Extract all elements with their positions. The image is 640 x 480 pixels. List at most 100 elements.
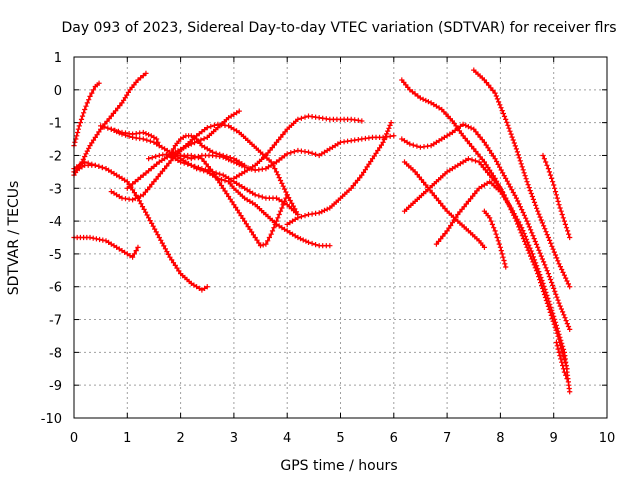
data-point <box>543 229 549 235</box>
data-point <box>472 158 479 164</box>
data-point <box>280 202 286 208</box>
data-point <box>521 212 527 218</box>
data-point <box>567 234 573 241</box>
data-point <box>564 278 570 284</box>
data-series <box>71 67 573 395</box>
y-tick-label: -4 <box>49 215 62 230</box>
data-point <box>192 163 198 169</box>
data-point <box>436 105 442 111</box>
data-point <box>191 282 197 288</box>
data-point <box>227 196 233 202</box>
data-point <box>420 96 426 102</box>
data-point <box>520 167 526 173</box>
data-point <box>547 172 554 178</box>
data-point <box>268 162 274 168</box>
data-point <box>522 233 528 239</box>
data-point <box>407 141 413 147</box>
x-tick-label: 8 <box>496 431 504 446</box>
data-point <box>552 319 559 325</box>
data-point <box>381 136 387 143</box>
data-point <box>481 159 487 165</box>
data-point <box>146 168 152 174</box>
y-tick-label: 1 <box>54 51 62 66</box>
data-point <box>83 103 89 109</box>
data-point <box>539 220 545 226</box>
data-point <box>155 232 161 238</box>
data-point <box>76 123 82 129</box>
data-point <box>244 187 250 193</box>
data-point <box>211 122 217 128</box>
data-point <box>404 139 410 145</box>
data-point <box>106 167 112 173</box>
data-point <box>516 155 522 161</box>
data-point <box>273 159 280 165</box>
data-point <box>202 167 209 173</box>
data-point <box>136 198 143 204</box>
data-point <box>561 312 567 318</box>
data-point <box>522 173 528 179</box>
data-point <box>155 173 161 180</box>
x-tick-label: 9 <box>550 431 558 446</box>
data-point <box>89 90 95 96</box>
x-tick-label: 7 <box>443 431 451 446</box>
data-point <box>529 251 535 257</box>
data-point <box>509 134 515 140</box>
series-track-21 <box>471 67 573 290</box>
data-point <box>554 195 560 201</box>
data-point <box>275 215 281 221</box>
data-point <box>247 166 253 172</box>
data-point <box>281 186 288 192</box>
data-point <box>275 172 281 178</box>
data-point <box>327 243 333 249</box>
x-tick-label: 10 <box>599 431 616 446</box>
data-point <box>220 152 226 159</box>
data-point <box>503 116 509 122</box>
data-point <box>527 188 533 194</box>
chart-title: Day 093 of 2023, Sidereal Day-to-day VTE… <box>61 20 616 36</box>
data-point <box>499 108 505 114</box>
data-point <box>254 237 260 243</box>
series-track-20 <box>433 179 573 395</box>
data-point <box>547 237 553 243</box>
data-point <box>147 184 153 190</box>
series-track-01 <box>71 80 102 149</box>
data-point <box>553 322 559 328</box>
data-point <box>169 257 175 263</box>
data-point <box>567 326 573 332</box>
data-point <box>442 231 448 237</box>
data-point <box>256 240 262 246</box>
data-point <box>362 167 368 173</box>
data-point <box>156 234 162 241</box>
data-point <box>451 217 457 223</box>
data-point <box>178 146 184 152</box>
data-point <box>558 356 564 362</box>
data-point <box>277 208 284 214</box>
data-point <box>506 202 512 208</box>
data-point <box>252 192 258 198</box>
data-point <box>375 147 381 154</box>
data-point <box>498 167 504 173</box>
data-point <box>460 159 466 165</box>
data-point <box>143 131 149 137</box>
data-point <box>497 102 503 108</box>
data-point <box>549 279 555 286</box>
plot-frame <box>73 56 608 419</box>
data-point <box>122 249 128 255</box>
data-point <box>153 229 159 235</box>
data-point <box>552 316 558 322</box>
data-point <box>549 243 555 249</box>
data-point <box>487 172 493 178</box>
data-point <box>218 182 225 189</box>
data-point <box>507 184 513 190</box>
data-point <box>530 196 536 202</box>
data-point <box>277 177 284 184</box>
data-point <box>89 140 95 146</box>
data-point <box>565 281 571 287</box>
data-point <box>79 113 86 119</box>
data-point <box>564 321 570 327</box>
data-point <box>506 125 512 131</box>
data-point <box>563 275 569 281</box>
data-point <box>543 289 549 295</box>
data-point <box>122 177 128 183</box>
data-point <box>199 287 205 293</box>
